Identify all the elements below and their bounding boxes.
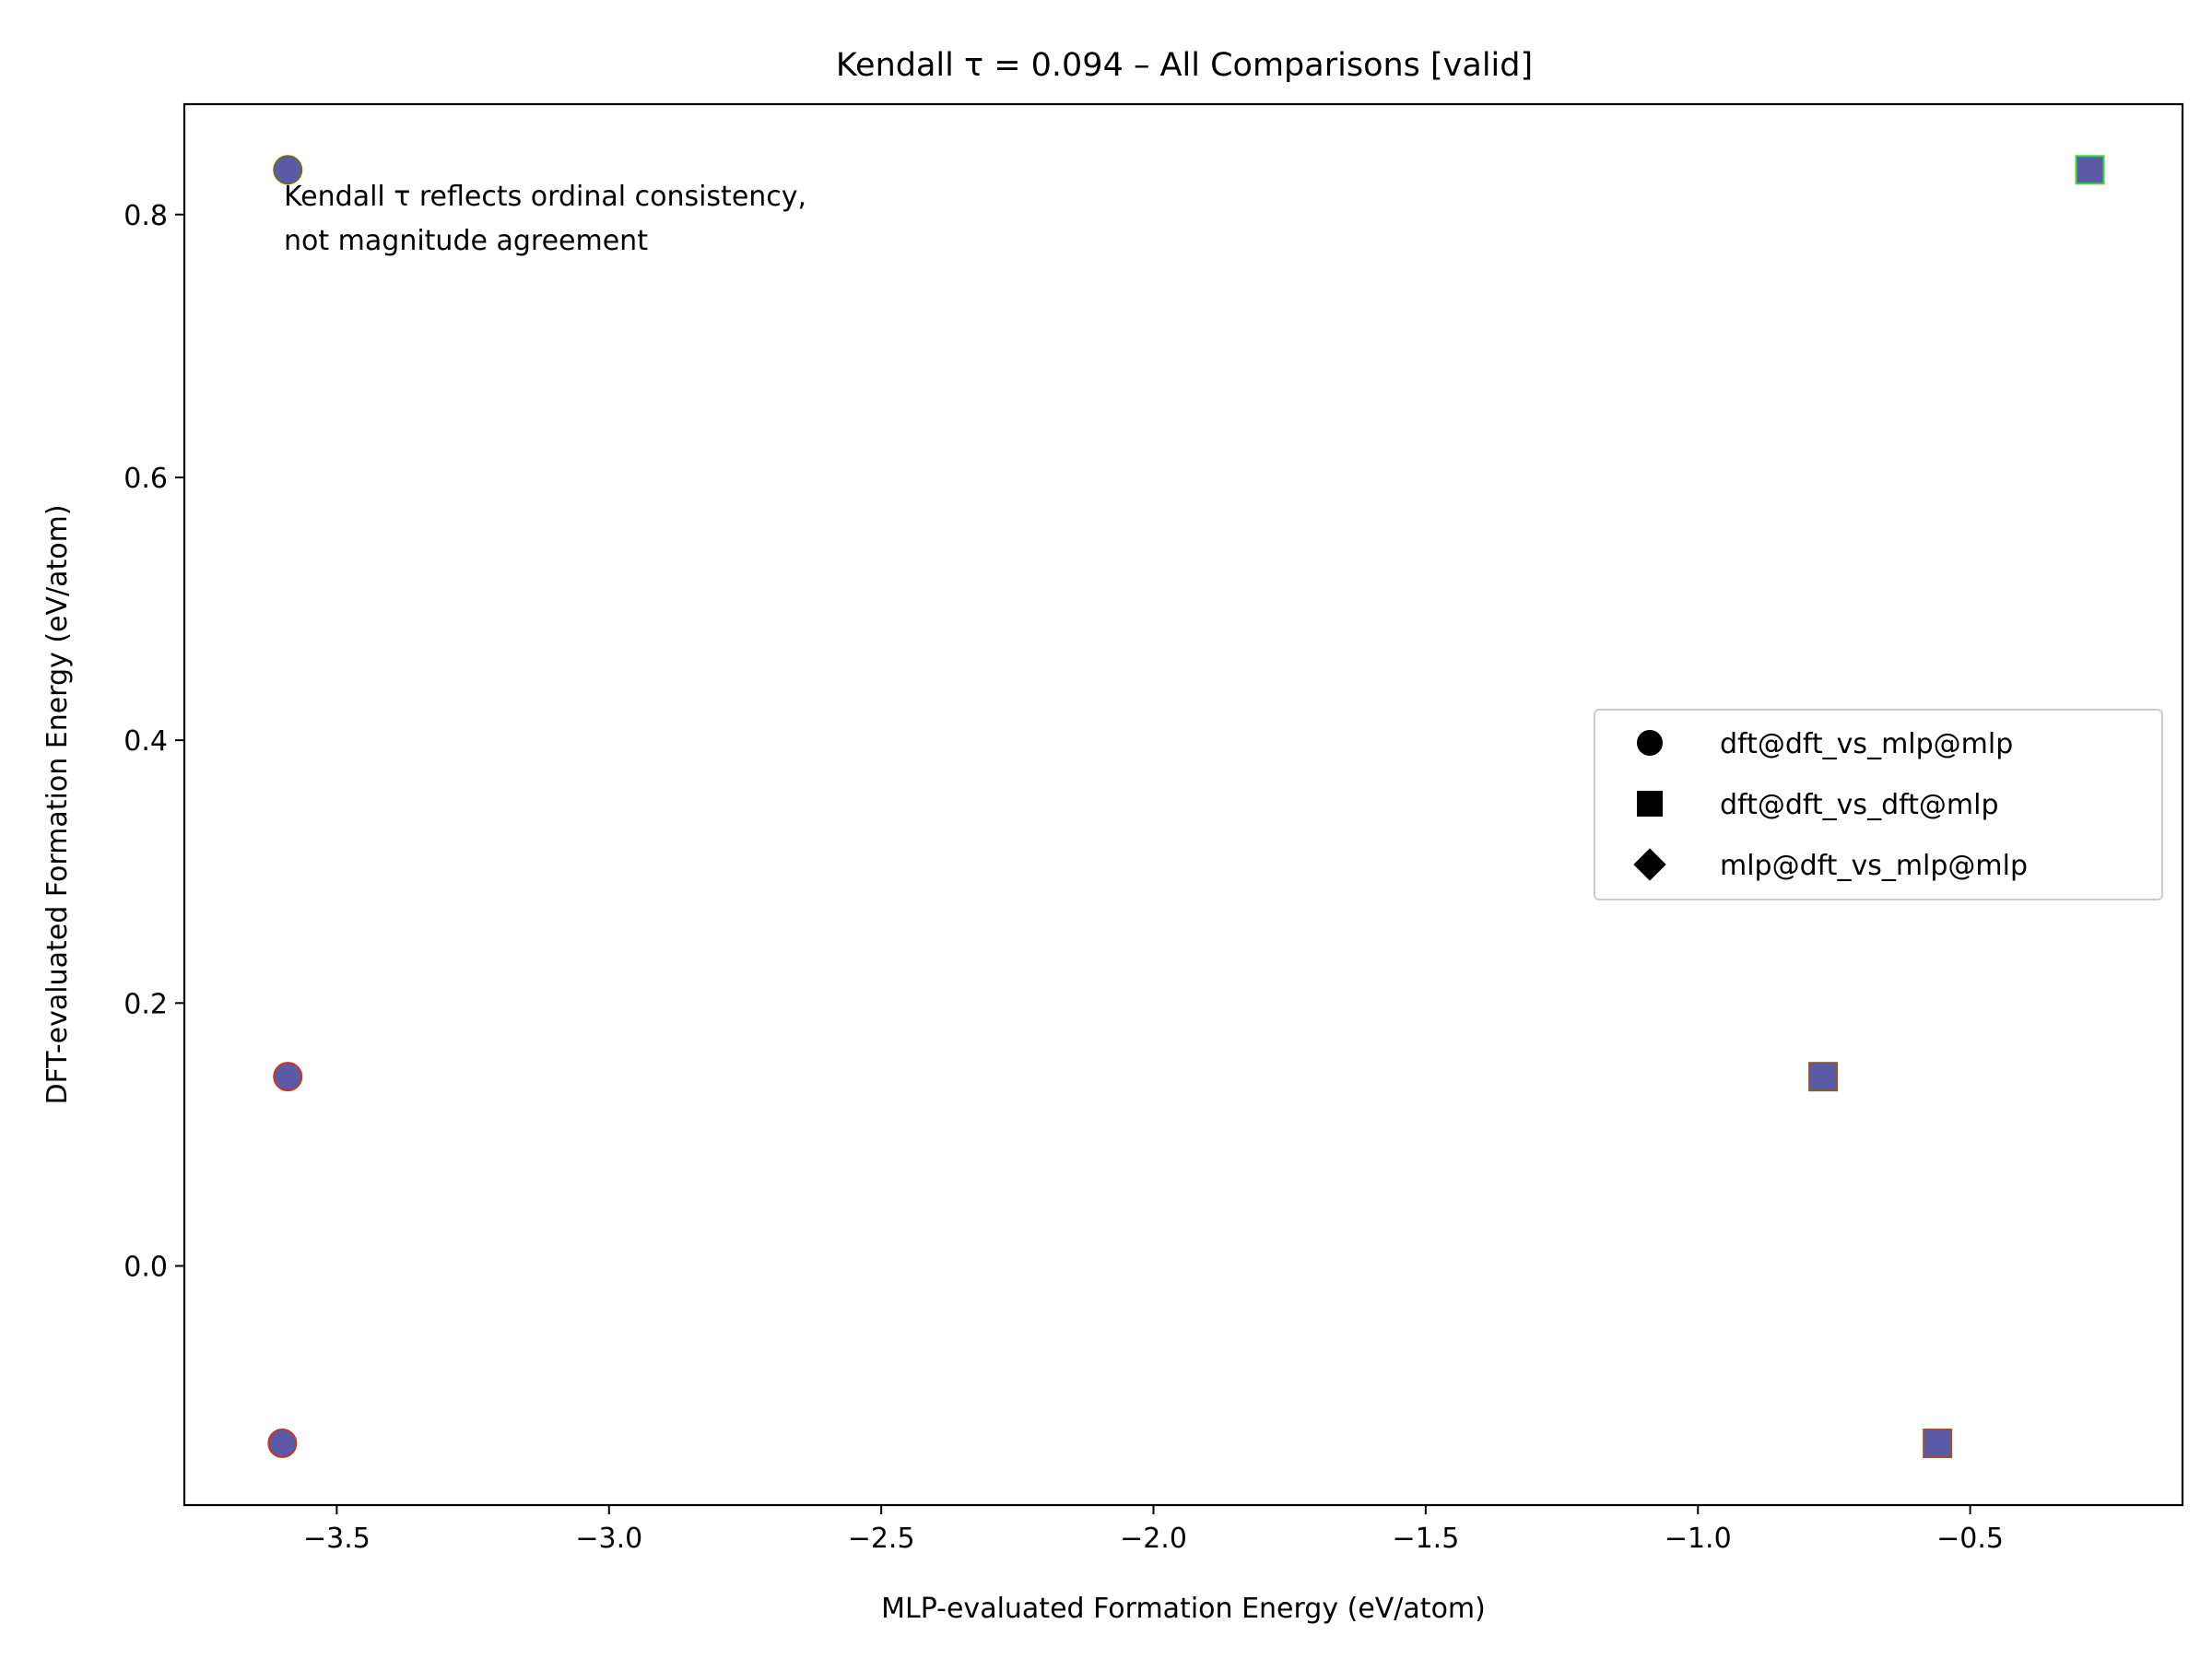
data-point-square: [2075, 155, 2105, 185]
annotation-line: Kendall τ reflects ordinal consistency,: [284, 181, 806, 213]
x-tick-label: −0.5: [1936, 1523, 2004, 1555]
x-axis-label: MLP-evaluated Formation Energy (eV/atom): [881, 1593, 1486, 1625]
legend-label: dft@dft_vs_mlp@mlp: [1720, 728, 2013, 760]
y-axis-ticks: 0.0 0.2 0.4 0.6 0.8: [124, 200, 184, 1283]
data-point-circle: [267, 1428, 298, 1458]
legend-box: [1594, 709, 2163, 900]
x-tick-label: −3.0: [575, 1523, 642, 1555]
y-tick-label: 0.4: [124, 725, 168, 758]
y-axis-label: DFT-evaluated Formation Energy (eV/atom): [41, 504, 74, 1104]
x-axis-ticks: −3.5 −3.0 −2.5 −2.0 −1.5 −1.0 −0.5: [303, 1505, 2004, 1555]
y-tick-label: 0.2: [124, 988, 168, 1020]
data-point-square: [1923, 1428, 1953, 1458]
annotation-line: not magnitude agreement: [284, 225, 648, 257]
x-tick-label: −2.0: [1120, 1523, 1187, 1555]
data-markers: [267, 155, 2105, 1458]
legend-marker-circle: [1637, 730, 1663, 756]
legend-marker-square: [1637, 791, 1663, 817]
y-tick-label: 0.8: [124, 200, 168, 232]
legend-label: mlp@dft_vs_mlp@mlp: [1720, 850, 2028, 882]
x-tick-label: −1.5: [1392, 1523, 1459, 1555]
chart-title: Kendall τ = 0.094 – All Comparisons [val…: [836, 47, 1533, 84]
y-tick-label: 0.6: [124, 463, 168, 495]
annotation-text: Kendall τ reflects ordinal consistency, n…: [284, 181, 806, 257]
legend-marker-diamond: [1633, 848, 1666, 881]
x-tick-label: −1.0: [1665, 1523, 1732, 1555]
data-point-square: [1808, 1062, 1839, 1092]
x-tick-label: −3.5: [303, 1523, 371, 1555]
legend: dft@dft_vs_mlp@mlp dft@dft_vs_dft@mlp mlp@…: [1594, 709, 2163, 900]
x-tick-label: −2.5: [848, 1523, 915, 1555]
y-tick-label: 0.0: [124, 1251, 168, 1283]
data-point-circle: [273, 155, 303, 185]
legend-label: dft@dft_vs_dft@mlp: [1720, 789, 1999, 821]
data-point-circle: [273, 1062, 303, 1092]
